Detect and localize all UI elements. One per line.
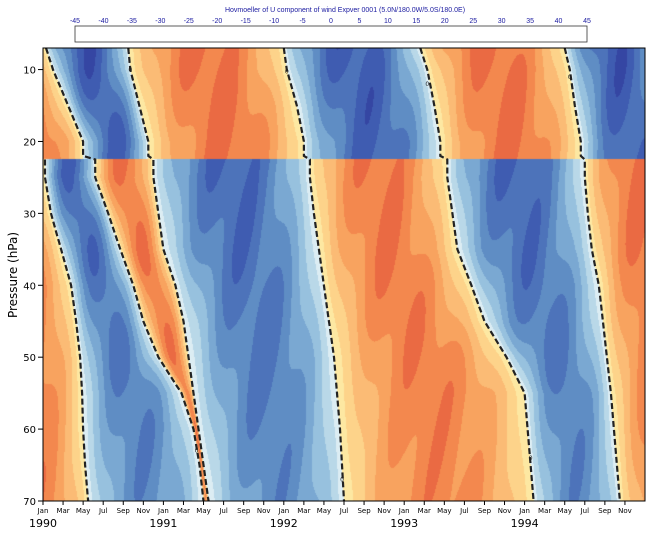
x-month-label: Sep (357, 507, 371, 515)
contour-label: 0 (285, 69, 289, 76)
x-month-label: Jan (518, 507, 530, 515)
x-month-label: Jul (98, 507, 108, 515)
colorbar-tick-label: 45 (583, 18, 591, 25)
colorbar-tick-label: -35 (127, 18, 137, 25)
y-axis: 10 20 30 40 50 60 70 (23, 66, 43, 508)
x-month-label: Sep (117, 507, 131, 515)
y-axis-label: Pressure (hPa) (6, 232, 20, 318)
y-tick-label: 20 (23, 137, 36, 148)
contour-label: 0 (425, 81, 429, 88)
x-year-label: 1992 (270, 517, 298, 530)
colorbar-tick-label: -25 (184, 18, 194, 25)
colorbar-tick-label: 5 (357, 18, 361, 25)
x-month-label: Sep (478, 507, 492, 515)
x-month-label: Mar (56, 507, 69, 515)
x-month-label: Mar (297, 507, 310, 515)
y-tick-label: 10 (23, 66, 36, 77)
x-month-label: Jan (277, 507, 289, 515)
x-month-label: May (76, 507, 90, 515)
heatmap-field (43, 48, 645, 501)
zero-contour-line (282, 47, 346, 502)
colorbar-tick-label: 20 (441, 18, 449, 25)
chart-title: Hovmoeller of U component of wind Expver… (225, 7, 465, 14)
colorbar-tick-label: -40 (98, 18, 108, 25)
zero-contour-line (44, 47, 205, 502)
x-month-label: Mar (538, 507, 551, 515)
x-year-label: 1994 (511, 517, 539, 530)
plot-area: 0 0 0 0 0 0 0 (42, 47, 646, 502)
x-year-label: 1991 (149, 517, 177, 530)
contour-label: 0 (195, 448, 199, 455)
x-month-label: May (317, 507, 331, 515)
x-year-label: 1993 (390, 517, 418, 530)
colorbar-tick-label: 0 (329, 18, 333, 25)
zero-contour-line (127, 47, 210, 502)
x-month-label: Jan (157, 507, 169, 515)
colorbar-tick-label: 35 (526, 18, 534, 25)
x-month-label: Jan (398, 507, 410, 515)
y-tick-label: 70 (23, 497, 36, 508)
zero-contour-line (419, 47, 535, 502)
x-month-label: Mar (177, 507, 190, 515)
x-month-label: Jul (218, 507, 228, 515)
y-tick-label: 60 (23, 425, 36, 436)
y-tick-label: 40 (23, 281, 36, 292)
x-month-label: May (437, 507, 451, 515)
x-month-label: May (557, 507, 571, 515)
colorbar-frame (74, 25, 588, 43)
zero-contour-line (563, 47, 621, 502)
colorbar-tick-label: 10 (384, 18, 392, 25)
x-month-label: Jul (580, 507, 590, 515)
colorbar-tick-label: 40 (555, 18, 563, 25)
colorbar-tick-label: -5 (299, 18, 305, 25)
x-month-label: Nov (498, 507, 512, 515)
colorbar: -45 -40 -35 -30 -25 -20 -15 -10 -5 0 5 10 15 20 25 30 35… (70, 18, 591, 43)
x-month-label: Nov (136, 507, 150, 515)
contour-label: 0 (128, 67, 132, 74)
colorbar-tick-label: -15 (241, 18, 251, 25)
colorbar-tick-label: -10 (269, 18, 279, 25)
x-axis: Jan Mar May Jul Sep Nov Jan Mar May Jul Sep Nov Jan M… (29, 501, 632, 530)
colorbar-tick-label: 25 (469, 18, 477, 25)
x-month-label: Nov (377, 507, 391, 515)
x-month-label: Jul (339, 507, 349, 515)
x-month-label: Jan (37, 507, 49, 515)
x-month-label: Nov (618, 507, 632, 515)
colorbar-tick-label: -30 (155, 18, 165, 25)
x-month-label: Mar (418, 507, 431, 515)
x-month-label: Jul (459, 507, 469, 515)
zero-contour-line (43, 159, 90, 502)
colorbar-tick-label: -20 (212, 18, 222, 25)
colorbar-tick-label: 30 (498, 18, 506, 25)
contour-label: 0 (529, 455, 533, 462)
x-month-label: Sep (237, 507, 251, 515)
colorbar-tick-label: -45 (70, 18, 80, 25)
x-month-label: Nov (257, 507, 271, 515)
colorbar-tick-label: 15 (412, 18, 420, 25)
contour-label: 0 (568, 74, 572, 81)
x-month-label: May (196, 507, 210, 515)
contour-label: 0 (340, 476, 344, 483)
y-tick-label: 50 (23, 353, 36, 364)
y-tick-label: 30 (23, 209, 36, 220)
x-month-label: Sep (598, 507, 612, 515)
x-year-label: 1990 (29, 517, 57, 530)
